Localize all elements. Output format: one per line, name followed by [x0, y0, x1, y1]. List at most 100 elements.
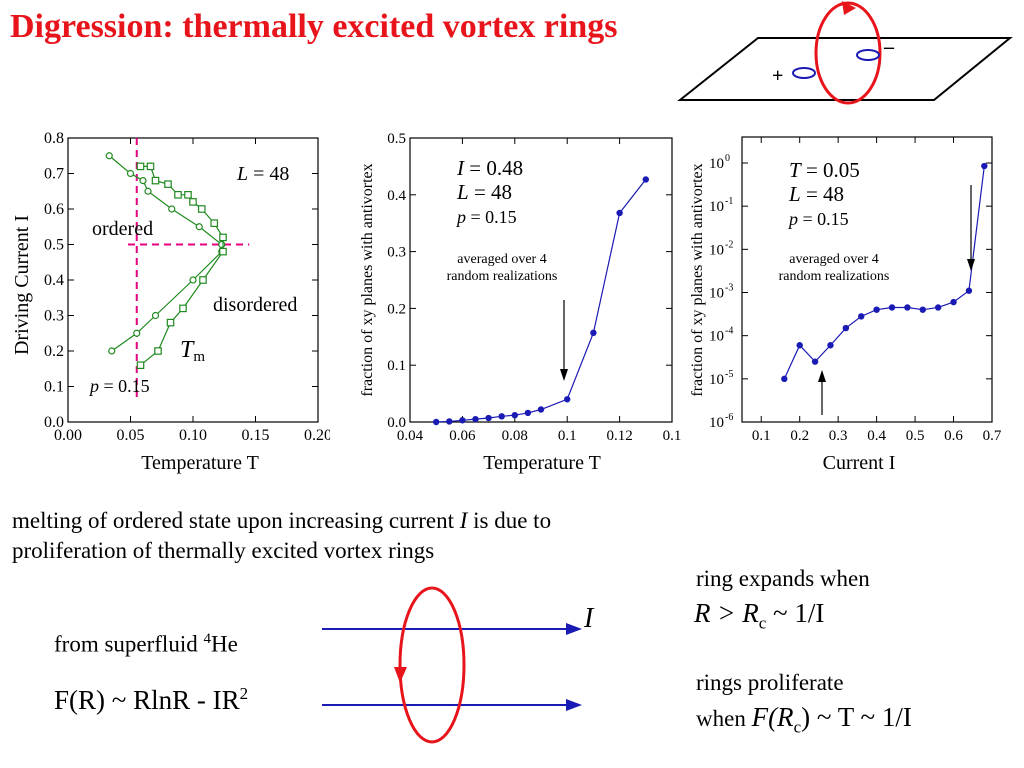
data-point — [151, 311, 160, 320]
melting-text: melting of ordered state upon increasing… — [12, 506, 551, 566]
size-label: L = 48 — [788, 182, 844, 206]
data-point — [511, 411, 518, 419]
disorder-label: p = 0.15 — [88, 376, 150, 396]
data-point — [136, 361, 145, 370]
y-tick-exponent: -5 — [725, 369, 733, 380]
slide-title: Digression: thermally excited vortex rin… — [10, 8, 618, 45]
data-point — [136, 162, 145, 171]
data-point — [199, 276, 207, 284]
x-tick-label: 0.10 — [179, 427, 207, 444]
data-point — [105, 152, 113, 160]
x-tick-label: 0.1 — [663, 428, 682, 444]
x-tick-label: 0.1 — [752, 428, 771, 444]
x-axis-label: Temperature T — [141, 452, 259, 474]
x-tick-label: 0.08 — [502, 428, 528, 444]
y-tick-label: 0.4 — [44, 272, 64, 289]
x-axis-label: Current I — [823, 452, 896, 474]
free-energy-formula: F(R) ~ RlnR - IR2 — [54, 684, 249, 715]
vortex-ring — [398, 586, 466, 744]
data-point — [919, 306, 926, 313]
note-line2: random realizations — [447, 269, 558, 284]
size-label: L = 48 — [456, 180, 512, 204]
data-point — [195, 223, 203, 231]
proliferate-condition: when F(Rc) ~ T ~ 1/I — [696, 702, 912, 737]
x-tick-label: 0.06 — [449, 428, 476, 444]
data-point — [616, 209, 623, 217]
x-tick-label: 0.3 — [829, 428, 848, 444]
disorder-label: p = 0.15 — [455, 207, 517, 227]
melting-line2: proliferation of thermally excited vorte… — [12, 538, 435, 563]
y-tick-exponent: 0 — [725, 153, 730, 164]
data-point — [446, 418, 453, 425]
y-tick-label: 0.3 — [44, 308, 64, 325]
current-ring-diagram: I — [322, 586, 595, 744]
data-point — [858, 313, 865, 320]
data-point — [904, 304, 911, 311]
data-point — [154, 347, 162, 355]
y-tick-exponent: -6 — [725, 412, 733, 423]
data-point — [827, 342, 834, 349]
data-point — [218, 240, 226, 249]
y-tick-label: 0.2 — [44, 343, 64, 360]
data-point — [219, 233, 227, 242]
data-point — [642, 176, 649, 183]
x-tick-label: 0.2 — [790, 428, 809, 444]
y-tick-label: 0.0 — [44, 414, 64, 431]
y-tick-label: 10 — [709, 372, 724, 388]
data-point — [146, 162, 155, 171]
data-point — [498, 413, 505, 420]
note-line1: averaged over 4 — [789, 252, 878, 267]
note-line1: averaged over 4 — [457, 252, 546, 267]
data-point — [179, 304, 187, 313]
x-tick-label: 0.12 — [606, 428, 632, 444]
data-point — [144, 187, 152, 195]
x-tick-label: 0.00 — [54, 427, 82, 444]
data-point — [174, 190, 182, 199]
ring-arrow-icon — [842, 1, 856, 15]
y-axis-label: fraction of xy planes with antivortex — [359, 163, 376, 396]
y-tick-label: 0.1 — [44, 379, 64, 396]
x-tick-label: 0.4 — [867, 428, 886, 444]
y-tick-label: 10 — [709, 329, 724, 345]
y-tick-label: 0.7 — [44, 166, 64, 183]
x-tick-label: 0.6 — [944, 428, 963, 444]
y-tick-label: 10 — [709, 242, 724, 258]
vortex-plus — [792, 67, 816, 79]
current-symbol: I — [583, 603, 595, 634]
y-tick-exponent: -1 — [725, 196, 733, 207]
vortex-minus — [856, 49, 880, 61]
data-point — [184, 190, 192, 199]
data-point — [168, 205, 176, 213]
data-point — [472, 415, 479, 423]
y-tick-label: 0.8 — [44, 130, 64, 147]
annotation-arrow-head-icon — [818, 370, 826, 382]
xy-plane — [677, 37, 1013, 101]
proliferate-label: rings proliferate — [696, 670, 844, 695]
data-point — [590, 329, 597, 337]
data-point — [842, 324, 850, 332]
series-line — [140, 165, 224, 366]
superfluid-label: from superfluid 4He — [54, 631, 238, 657]
melting-line1: melting of ordered state upon increasing… — [12, 508, 552, 533]
data-point — [811, 358, 819, 365]
data-point — [485, 414, 492, 422]
data-point — [164, 180, 172, 188]
data-point — [219, 247, 227, 256]
y-tick-label: 0.5 — [44, 237, 64, 254]
x-tick-label: 0.20 — [304, 427, 330, 444]
y-tick-label: 0.5 — [387, 131, 406, 147]
data-point — [950, 298, 957, 306]
x-tick-label: 0.1 — [558, 428, 577, 444]
tm-label: Tm — [180, 337, 205, 365]
data-point — [524, 409, 532, 417]
disorder-label: p = 0.15 — [787, 209, 849, 229]
ring-back — [814, 1, 882, 105]
x-tick-label: 0.7 — [983, 428, 1002, 444]
disordered-label: disordered — [213, 294, 297, 316]
x-tick-label: 0.05 — [117, 427, 145, 444]
data-point — [197, 205, 206, 213]
data-point — [888, 304, 896, 311]
ring-arrow-down-icon — [394, 667, 407, 683]
y-tick-label: 0.1 — [387, 358, 406, 374]
